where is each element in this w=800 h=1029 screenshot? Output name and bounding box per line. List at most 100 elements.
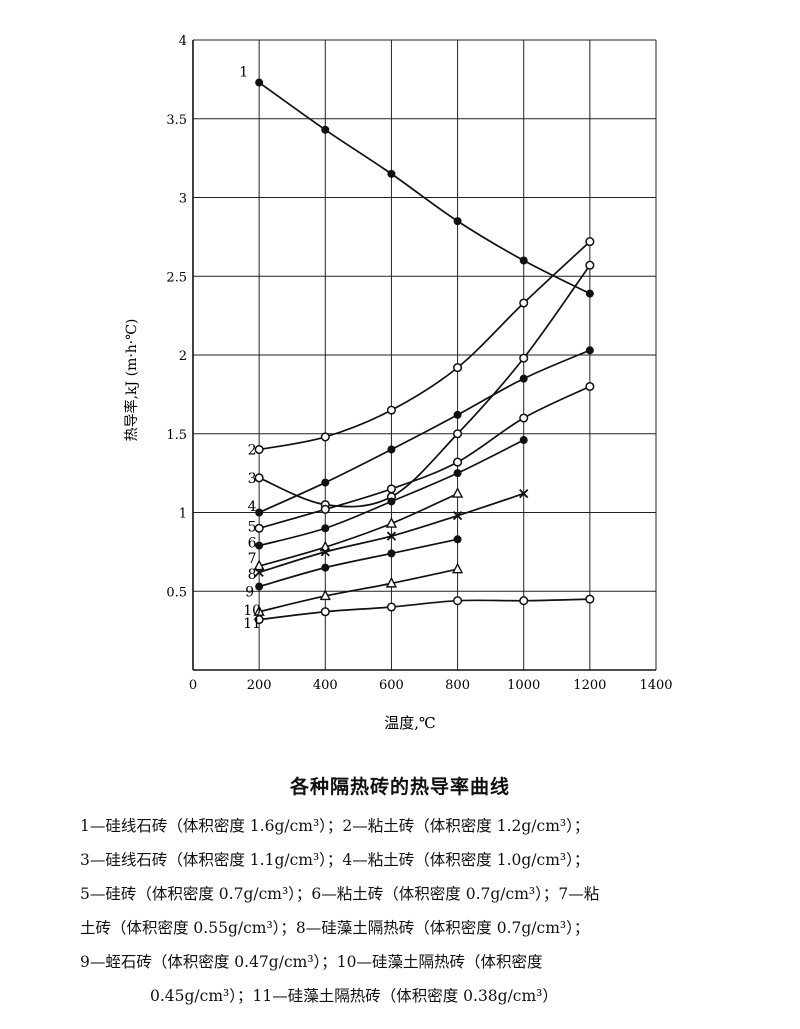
data-point xyxy=(519,488,529,499)
data-point xyxy=(519,413,529,423)
data-point xyxy=(255,508,264,517)
data-point xyxy=(585,289,594,298)
data-point xyxy=(453,535,462,544)
series-10 xyxy=(253,562,464,616)
series-9 xyxy=(255,535,462,591)
data-point xyxy=(255,541,264,550)
y-tick-label: 1.5 xyxy=(166,428,187,443)
data-point xyxy=(453,217,462,226)
curve-number-label: 1 xyxy=(239,65,248,81)
data-point xyxy=(585,260,595,270)
x-tick-label: 1000 xyxy=(507,678,540,693)
caption-line: 1—硅线石砖（体积密度 1.6g/cm³）；2—粘土砖（体积密度 1.2g/cm… xyxy=(80,817,590,835)
series-5 xyxy=(254,381,595,533)
data-point xyxy=(254,523,264,533)
figure-caption: 各种隔热砖的热导率曲线 1—硅线石砖（体积密度 1.6g/cm³）；2—粘土砖（… xyxy=(0,772,800,1013)
series-line xyxy=(258,81,591,295)
data-point xyxy=(386,602,396,612)
data-point xyxy=(254,444,264,455)
data-point xyxy=(386,405,396,415)
data-point xyxy=(321,563,330,572)
data-point xyxy=(585,237,595,247)
x-tick-label: 1200 xyxy=(573,678,606,693)
data-point xyxy=(451,562,464,574)
data-point xyxy=(320,607,330,617)
data-point xyxy=(386,531,397,541)
data-point xyxy=(253,559,265,571)
thermal-conductivity-chart: 0 200 400 600 800 1000 1200 1400 0.5 1 1.5 2 2.5 3 3.5… xyxy=(123,34,673,732)
data-point xyxy=(453,457,463,467)
y-tick-label: 4 xyxy=(179,34,187,49)
data-point xyxy=(519,374,528,383)
caption-title: 各种隔热砖的热导率曲线 xyxy=(289,776,510,798)
data-point xyxy=(519,256,528,265)
y-tick-label: 0.5 xyxy=(166,585,187,600)
curve-number-label: 6 xyxy=(248,535,257,551)
data-point xyxy=(386,484,396,494)
data-point xyxy=(519,298,529,308)
curve-number-label: 2 xyxy=(248,443,257,459)
data-point xyxy=(387,445,396,454)
curve-number-label: 10 xyxy=(243,603,261,619)
chart-axes xyxy=(192,40,656,671)
curve-number-label: 3 xyxy=(248,471,257,487)
caption-line: 0.45g/cm³）；11—硅藻土隔热砖（体积密度 0.38g/cm³） xyxy=(150,987,558,1005)
curve-number-label: 4 xyxy=(248,499,257,515)
y-tick-label: 1 xyxy=(179,507,187,522)
data-point xyxy=(255,78,264,87)
data-point xyxy=(453,596,463,606)
caption-line: 3—硅线石砖（体积密度 1.1g/cm³）；4—粘土砖（体积密度 1.0g/cm… xyxy=(80,851,590,869)
series-line xyxy=(259,598,590,621)
data-point xyxy=(453,469,462,478)
series-1 xyxy=(255,78,594,298)
data-point xyxy=(585,346,594,355)
series-7 xyxy=(253,487,464,571)
series-3 xyxy=(254,260,595,510)
data-point xyxy=(319,589,331,601)
data-point xyxy=(254,567,264,577)
data-point xyxy=(387,497,396,506)
data-point xyxy=(387,169,396,178)
series-6 xyxy=(255,436,528,550)
data-point xyxy=(519,353,529,363)
data-point xyxy=(321,524,330,533)
curve-number-label: 7 xyxy=(248,551,257,567)
series-line xyxy=(258,240,591,451)
x-axis-label: 温度,℃ xyxy=(384,714,436,732)
data-point xyxy=(320,432,330,442)
curve-number-label: 9 xyxy=(245,584,254,600)
x-tick-label: 400 xyxy=(313,678,338,693)
data-point xyxy=(585,594,595,604)
series-8 xyxy=(254,488,529,577)
x-tick-label: 200 xyxy=(247,678,272,693)
curve-number-label: 5 xyxy=(248,520,257,536)
curve-number-label: 8 xyxy=(248,567,257,583)
data-point xyxy=(321,478,330,487)
data-point xyxy=(320,504,330,514)
x-tick-label: 800 xyxy=(445,678,470,693)
y-tick-label: 2.5 xyxy=(166,270,187,285)
data-point xyxy=(385,576,398,588)
caption-line: 9—蛭石砖（体积密度 0.47g/cm³）；10—硅藻土隔热砖（体积密度 xyxy=(80,953,543,971)
series-line xyxy=(258,492,458,567)
data-point xyxy=(453,410,462,419)
data-point xyxy=(519,436,528,445)
data-point xyxy=(254,615,264,625)
caption-line: 土砖（体积密度 0.55g/cm³）；8—硅藻土隔热砖（体积密度 0.7g/cm… xyxy=(80,919,590,937)
y-tick-label: 2 xyxy=(179,349,187,364)
data-point xyxy=(452,511,463,521)
curve-number-label: 11 xyxy=(243,616,261,632)
series-line xyxy=(258,568,458,613)
data-point xyxy=(453,363,463,373)
series-11 xyxy=(254,594,595,625)
data-point xyxy=(585,381,595,392)
x-tick-label: 0 xyxy=(189,678,197,693)
data-point xyxy=(254,473,264,483)
series-4 xyxy=(255,346,594,517)
y-tick-label: 3 xyxy=(179,192,187,207)
series-line xyxy=(258,385,591,530)
series-2 xyxy=(254,237,595,455)
data-point xyxy=(387,549,396,558)
chart-series xyxy=(253,78,595,625)
